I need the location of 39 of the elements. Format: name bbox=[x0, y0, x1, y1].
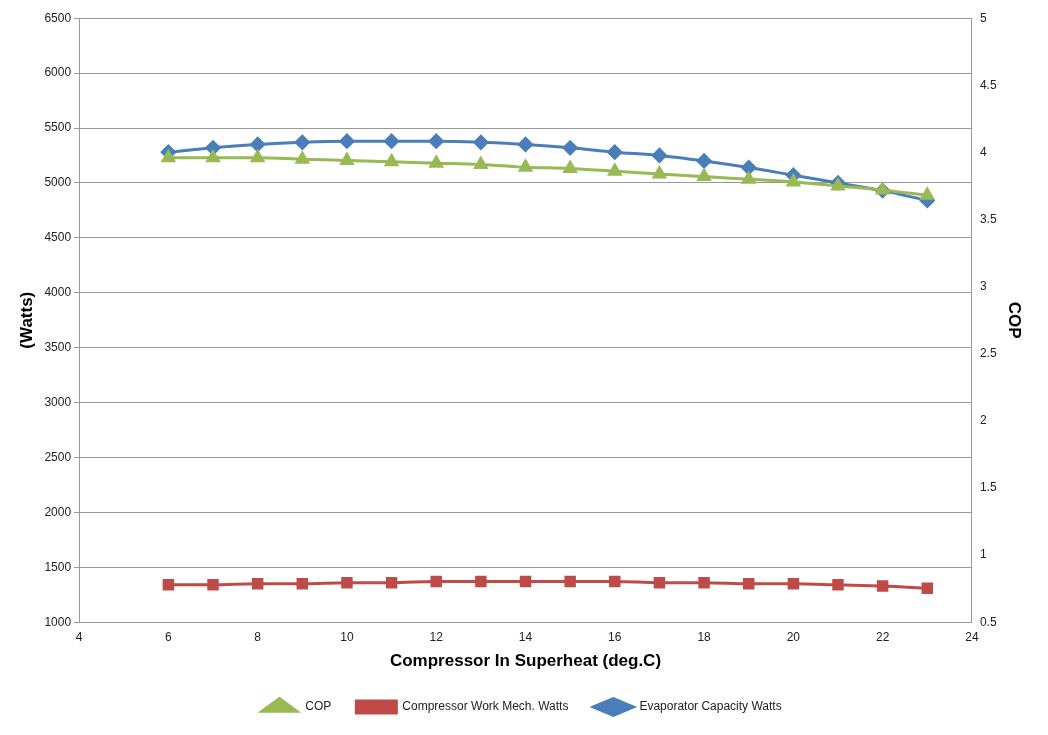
y2-tick-label: 0.5 bbox=[979, 614, 997, 629]
y-axis-title: (Watts) bbox=[16, 291, 36, 349]
legend-label: Compressor Work Mech. Watts bbox=[402, 699, 569, 714]
x-tick-label: 20 bbox=[786, 629, 801, 644]
y-tick-label: 2500 bbox=[44, 449, 72, 464]
x-axis-title: Compressor In Superheat (deg.C) bbox=[389, 651, 662, 671]
legend-label: COP bbox=[305, 699, 332, 714]
y2-tick-label: 2.5 bbox=[979, 346, 997, 361]
y-tick-label: 4500 bbox=[44, 230, 72, 245]
x-tick-label: 24 bbox=[965, 629, 979, 644]
y2-tick-label: 3 bbox=[979, 278, 987, 293]
y-tick-label: 6500 bbox=[44, 10, 72, 25]
y-tick-label: 1000 bbox=[44, 614, 72, 629]
legend-label: Evaporator Capacity Watts bbox=[639, 699, 782, 714]
y-tick-label: 3000 bbox=[44, 394, 72, 409]
y2-tick-label: 2 bbox=[979, 413, 987, 428]
y2-tick-label: 3.5 bbox=[979, 211, 997, 226]
x-tick-label: 16 bbox=[608, 629, 622, 644]
x-tick-label: 8 bbox=[254, 629, 262, 644]
y-tick-label: 6000 bbox=[44, 65, 72, 80]
x-tick-label: 10 bbox=[340, 629, 354, 644]
y2-tick-label: 1 bbox=[979, 547, 987, 562]
x-tick-label: 18 bbox=[697, 629, 712, 644]
x-tick-label: 14 bbox=[518, 629, 533, 644]
y2-tick-label: 4 bbox=[979, 144, 987, 159]
y-tick-label: 5500 bbox=[44, 120, 72, 135]
x-tick-label: 4 bbox=[75, 629, 83, 644]
y-tick-label: 1500 bbox=[44, 559, 72, 574]
y2-tick-label: 1.5 bbox=[979, 480, 997, 495]
y2-tick-label: 5 bbox=[979, 10, 987, 25]
y-tick-label: 4000 bbox=[44, 285, 72, 300]
x-tick-label: 22 bbox=[875, 629, 890, 644]
y-tick-label: 2000 bbox=[44, 504, 72, 519]
x-tick-label: 12 bbox=[429, 629, 444, 644]
y-tick-label: 5000 bbox=[44, 175, 72, 190]
y2-axis-title: COP bbox=[1005, 301, 1025, 339]
x-tick-label: 6 bbox=[165, 629, 173, 644]
y-tick-label: 3500 bbox=[44, 339, 72, 354]
y2-tick-label: 4.5 bbox=[979, 77, 997, 92]
